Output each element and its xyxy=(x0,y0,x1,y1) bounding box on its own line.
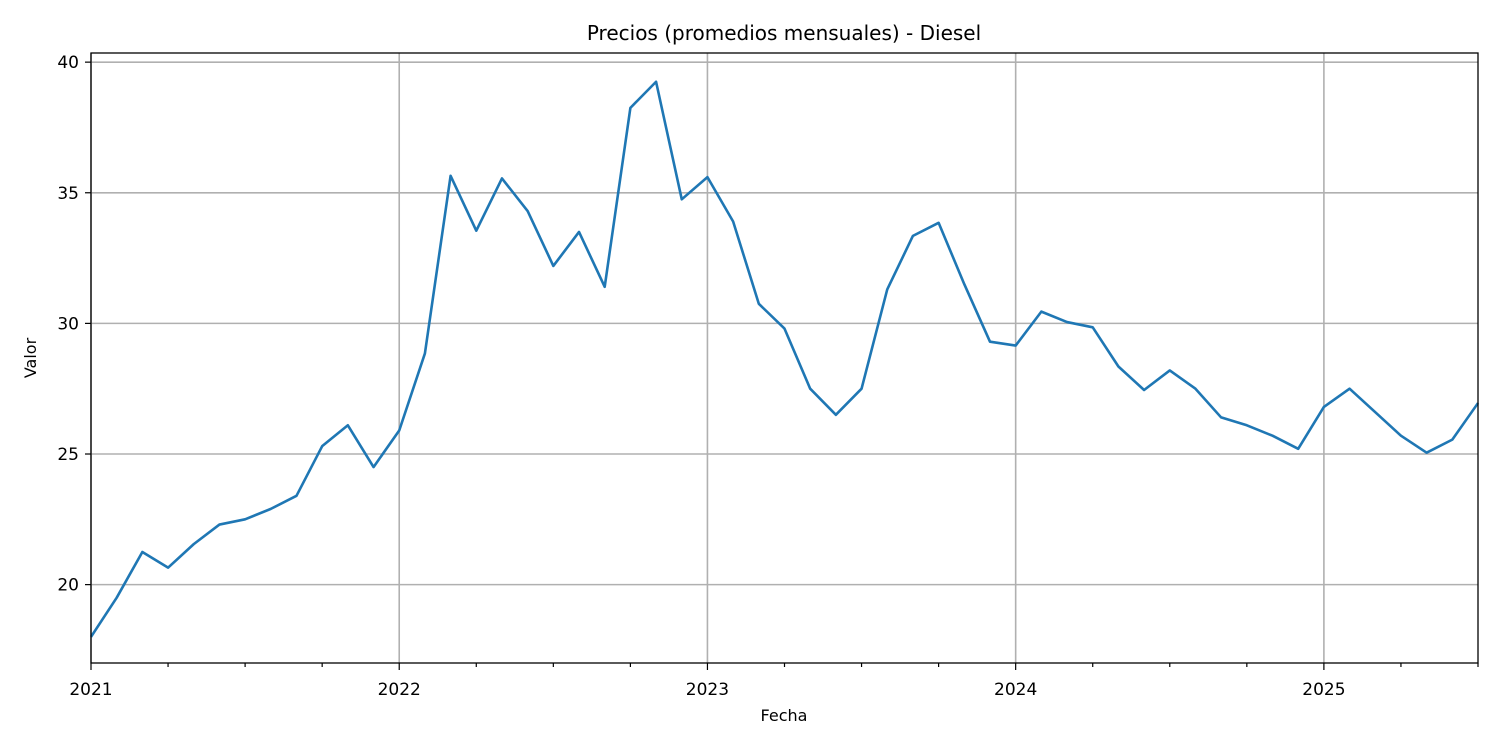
series-layer xyxy=(89,80,1480,638)
chart-title: Precios (promedios mensuales) - Diesel xyxy=(587,21,981,45)
plot-frame xyxy=(90,52,1479,664)
x-axis-label: Fecha xyxy=(761,706,808,725)
grid-lines xyxy=(90,53,1478,663)
y-tick-label: 35 xyxy=(57,184,79,204)
y-axis-label: Valor xyxy=(21,337,40,378)
y-tick-label: 40 xyxy=(57,53,79,73)
x-tick-label: 2025 xyxy=(1302,680,1345,700)
y-tick-label: 30 xyxy=(57,314,79,334)
x-tick-label: 2021 xyxy=(69,680,112,700)
x-tick-label: 2023 xyxy=(686,680,729,700)
series-line-0 xyxy=(89,80,1480,638)
x-tick-label: 2022 xyxy=(378,680,421,700)
y-tick-label: 25 xyxy=(57,445,79,465)
x-tick-label: 2024 xyxy=(994,680,1037,700)
y-tick-label: 20 xyxy=(57,576,79,596)
